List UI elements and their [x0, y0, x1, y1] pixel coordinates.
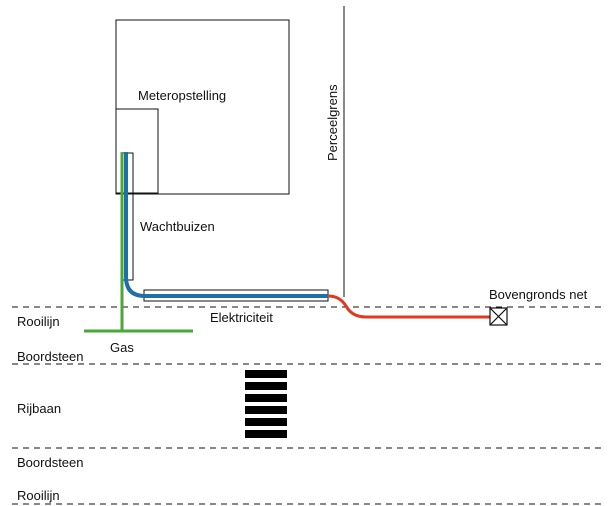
- electricity-overhead-line: [327, 294, 490, 319]
- meter-cabinet: [115, 108, 159, 194]
- building-outline: [115, 19, 290, 195]
- property-boundary-label: Perceelgrens: [325, 84, 340, 161]
- roadway-label: Rijbaan: [17, 401, 61, 416]
- electricity-underground-line: [124, 152, 328, 298]
- crosswalk-stripe: [245, 394, 287, 402]
- electricity-label: Elektriciteit: [210, 310, 273, 325]
- crosswalk-stripe: [245, 406, 287, 414]
- crosswalk-stripe: [245, 418, 287, 426]
- crosswalk-stripe: [245, 430, 287, 438]
- curb-top-label: Boordsteen: [17, 349, 84, 364]
- crosswalk: [245, 370, 287, 438]
- gas-label: Gas: [110, 340, 134, 355]
- box-x-icon: [489, 307, 508, 326]
- curb-bottom-label: Boordsteen: [17, 455, 84, 470]
- building-line-bottom-label: Rooilijn: [17, 488, 60, 503]
- gas-line: [84, 153, 193, 333]
- building-line-top-label: Rooilijn: [17, 314, 60, 329]
- crosswalk-stripe: [245, 370, 287, 378]
- conduits-label: Wachtbuizen: [140, 219, 215, 234]
- crosswalk-stripe: [245, 382, 287, 390]
- meter-setup-label: Meteropstelling: [138, 88, 226, 103]
- overhead-network-label: Bovengronds net: [489, 287, 588, 302]
